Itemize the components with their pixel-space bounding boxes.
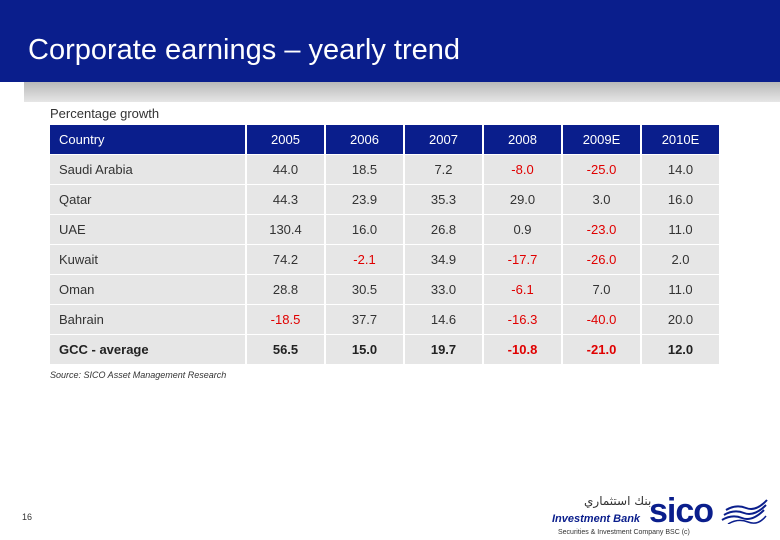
logo-arabic-text: بنك استثماري	[584, 494, 652, 508]
value-cell: 130.4	[247, 214, 326, 244]
value-cell: 34.9	[405, 244, 484, 274]
value-cell: -21.0	[563, 334, 642, 364]
value-cell: 44.0	[247, 154, 326, 184]
value-cell: 26.8	[405, 214, 484, 244]
sico-logo: بنك استثماري Investment Bank sico Securi…	[548, 494, 774, 538]
table-row-average: GCC - average 56.5 15.0 19.7 -10.8 -21.0…	[50, 334, 721, 364]
logo-brand: sico	[649, 492, 714, 530]
value-cell: 33.0	[405, 274, 484, 304]
value-cell: -8.0	[484, 154, 563, 184]
value-cell: 7.2	[405, 154, 484, 184]
value-cell: -18.5	[247, 304, 326, 334]
table-row: Qatar 44.3 23.9 35.3 29.0 3.0 16.0	[50, 184, 721, 214]
column-header-country: Country	[50, 125, 247, 154]
value-cell: 20.0	[642, 304, 721, 334]
value-cell: 14.6	[405, 304, 484, 334]
table-row: UAE 130.4 16.0 26.8 0.9 -23.0 11.0	[50, 214, 721, 244]
value-cell: 16.0	[642, 184, 721, 214]
value-cell: -17.7	[484, 244, 563, 274]
table-row: Saudi Arabia 44.0 18.5 7.2 -8.0 -25.0 14…	[50, 154, 721, 184]
table-subtitle: Percentage growth	[50, 106, 160, 121]
value-cell: 19.7	[405, 334, 484, 364]
value-cell: -2.1	[326, 244, 405, 274]
value-cell: 12.0	[642, 334, 721, 364]
value-cell: 37.7	[326, 304, 405, 334]
column-header-2005: 2005	[247, 125, 326, 154]
value-cell: 29.0	[484, 184, 563, 214]
country-cell: UAE	[50, 214, 247, 244]
value-cell: 18.5	[326, 154, 405, 184]
value-cell: -26.0	[563, 244, 642, 274]
value-cell: 0.9	[484, 214, 563, 244]
header-divider-band	[24, 82, 780, 102]
table-row: Oman 28.8 30.5 33.0 -6.1 7.0 11.0	[50, 274, 721, 304]
value-cell: 14.0	[642, 154, 721, 184]
value-cell: 74.2	[247, 244, 326, 274]
value-cell: 2.0	[642, 244, 721, 274]
value-cell: -25.0	[563, 154, 642, 184]
column-header-2009e: 2009E	[563, 125, 642, 154]
logo-company-name: Securities & Investment Company BSC (c)	[558, 529, 690, 536]
column-header-2010e: 2010E	[642, 125, 721, 154]
table-header-row: Country 2005 2006 2007 2008 2009E 2010E	[50, 125, 721, 154]
value-cell: 28.8	[247, 274, 326, 304]
slide-title: Corporate earnings – yearly trend	[28, 34, 461, 66]
country-cell: Saudi Arabia	[50, 154, 247, 184]
value-cell: 56.5	[247, 334, 326, 364]
country-cell: GCC - average	[50, 334, 247, 364]
earnings-table: Country 2005 2006 2007 2008 2009E 2010E …	[50, 125, 721, 364]
logo-bank-name: Investment Bank	[552, 513, 641, 525]
value-cell: -23.0	[563, 214, 642, 244]
value-cell: 35.3	[405, 184, 484, 214]
country-cell: Oman	[50, 274, 247, 304]
page-number: 16	[22, 512, 33, 522]
country-cell: Bahrain	[50, 304, 247, 334]
value-cell: 3.0	[563, 184, 642, 214]
value-cell: -40.0	[563, 304, 642, 334]
value-cell: 11.0	[642, 214, 721, 244]
value-cell: 30.5	[326, 274, 405, 304]
value-cell: -10.8	[484, 334, 563, 364]
value-cell: 44.3	[247, 184, 326, 214]
value-cell: 11.0	[642, 274, 721, 304]
value-cell: 15.0	[326, 334, 405, 364]
country-cell: Qatar	[50, 184, 247, 214]
value-cell: 16.0	[326, 214, 405, 244]
logo-waves-icon	[721, 499, 768, 524]
country-cell: Kuwait	[50, 244, 247, 274]
table-row: Kuwait 74.2 -2.1 34.9 -17.7 -26.0 2.0	[50, 244, 721, 274]
source-note: Source: SICO Asset Management Research	[50, 370, 227, 380]
value-cell: 7.0	[563, 274, 642, 304]
column-header-2006: 2006	[326, 125, 405, 154]
table-row: Bahrain -18.5 37.7 14.6 -16.3 -40.0 20.0	[50, 304, 721, 334]
value-cell: 23.9	[326, 184, 405, 214]
value-cell: -16.3	[484, 304, 563, 334]
column-header-2007: 2007	[405, 125, 484, 154]
column-header-2008: 2008	[484, 125, 563, 154]
value-cell: -6.1	[484, 274, 563, 304]
title-bar: Corporate earnings – yearly trend	[0, 0, 780, 82]
